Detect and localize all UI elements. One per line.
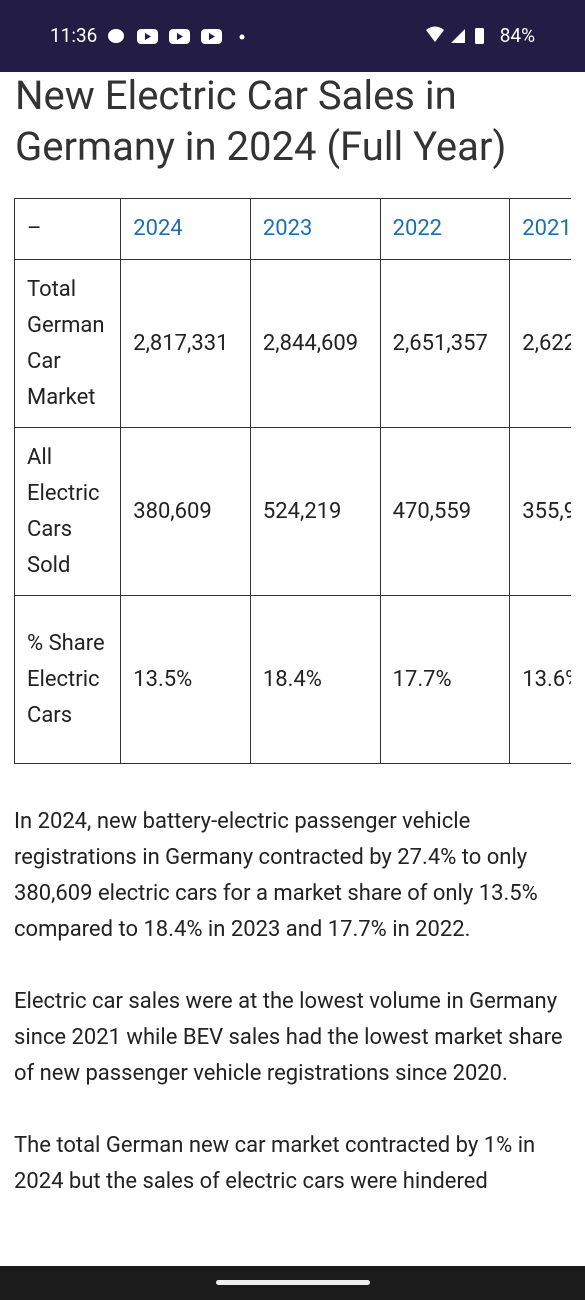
article-body: In 2024, new battery-electric passenger … xyxy=(14,804,574,1236)
table-row: Total German Car Market 2,817,331 2,844,60… xyxy=(14,259,571,428)
table-cell: 13.6% xyxy=(509,595,571,764)
table-cell: 2,622,132 xyxy=(509,259,571,428)
row-label: All Electric Cars Sold xyxy=(14,427,122,596)
notification-icons xyxy=(108,29,245,44)
row-label: % Share Electric Cars xyxy=(14,595,122,764)
table-row: % Share Electric Cars 13.5% 18.4% 17.7% 13.6… xyxy=(14,595,571,764)
clock: 11:36 xyxy=(50,24,98,47)
home-handle[interactable] xyxy=(216,1280,370,1285)
system-icons xyxy=(426,26,484,44)
paragraph: Electric car sales were at the lowest vo… xyxy=(14,989,563,1086)
table-cell: 18.4% xyxy=(249,595,381,764)
table-cell: 13.5% xyxy=(120,595,251,764)
table-cell: 524,219 xyxy=(249,427,381,596)
navigation-bar xyxy=(0,1266,585,1300)
paragraph: In 2024, new battery-electric passenger … xyxy=(14,809,538,942)
battery-level: 84% xyxy=(499,24,535,47)
header-row: –2024 2023 2022 2021 xyxy=(14,198,571,260)
table-cell: 2,817,331 xyxy=(120,259,251,428)
year-header[interactable]: 2023 xyxy=(249,198,381,260)
table-container: –2024 2023 2022 2021 Total German Car Marke… xyxy=(14,198,571,764)
table-cell: 355,961 xyxy=(509,427,571,596)
table-cell: 470,559 xyxy=(379,427,511,596)
table-cell: 2,651,357 xyxy=(379,259,511,428)
year-header[interactable]: 2022 xyxy=(379,198,511,260)
status-bar: 11:36 84% xyxy=(0,0,585,72)
year-header[interactable]: 2021 xyxy=(509,198,571,260)
table-row: All Electric Cars Sold 380,609 524,219 470,… xyxy=(14,427,571,596)
sales-table: –2024 2023 2022 2021 Total German Car Marke… xyxy=(14,198,571,764)
corner-header: – xyxy=(14,198,122,260)
year-header[interactable]: 2024 xyxy=(120,198,251,260)
table-cell: 380,609 xyxy=(120,427,251,596)
table-cell: 2,844,609 xyxy=(249,259,381,428)
row-label: Total German Car Market xyxy=(14,259,122,428)
table-cell: 17.7% xyxy=(379,595,511,764)
paragraph: The total German new car market contract… xyxy=(14,1133,536,1194)
article-title: New Electric Car Sales in Germany in 202… xyxy=(15,72,507,170)
